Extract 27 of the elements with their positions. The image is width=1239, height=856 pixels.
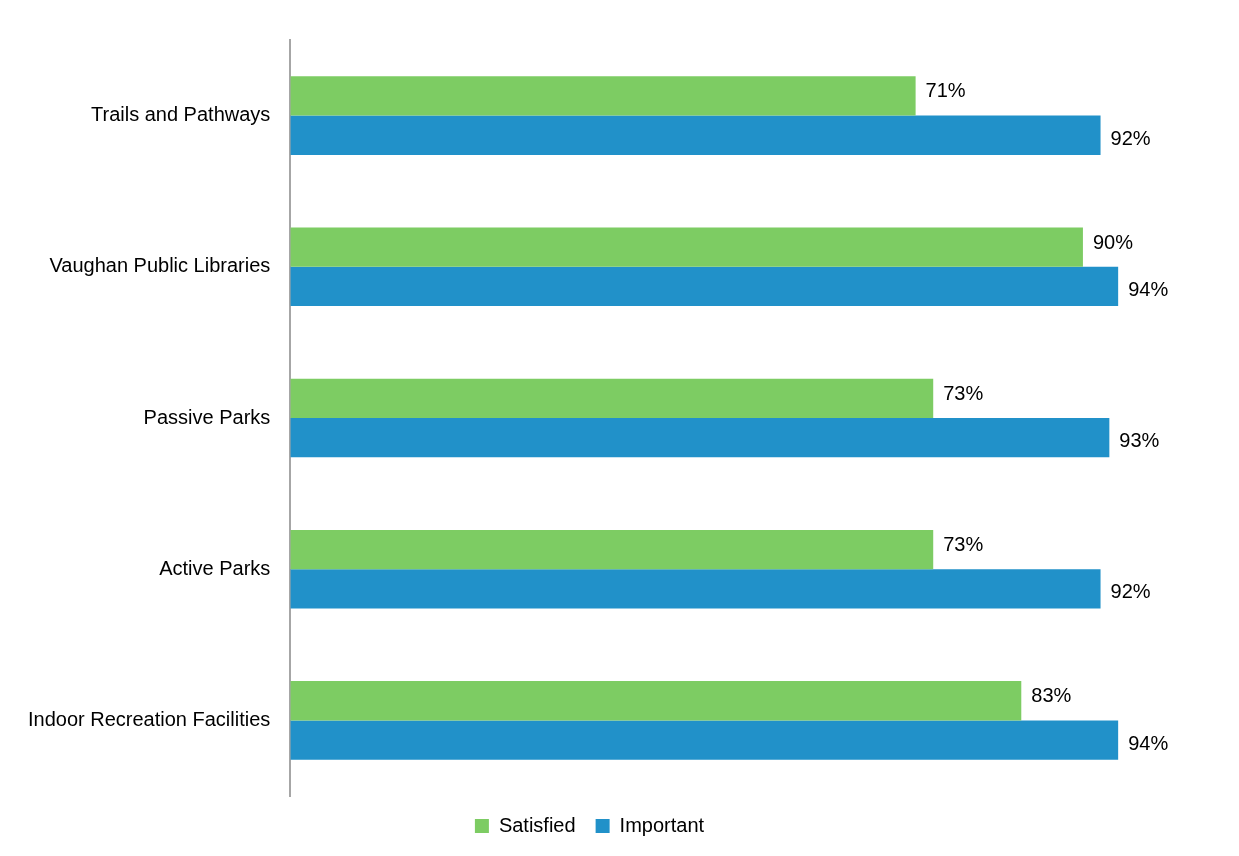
- bar: [290, 720, 1119, 760]
- data-label: 73%: [943, 533, 984, 556]
- bar: [290, 681, 1022, 721]
- data-label: 92%: [1110, 126, 1151, 149]
- data-label: 83%: [1031, 684, 1072, 707]
- data-label: 92%: [1110, 580, 1151, 603]
- bar: [290, 529, 934, 570]
- y-tick-label: Passive Parks: [143, 405, 271, 428]
- data-label: 73%: [943, 381, 984, 404]
- legend-label: Important: [619, 813, 705, 836]
- legend-label: Satisfied: [498, 813, 576, 836]
- bar: [290, 378, 934, 418]
- data-label: 94%: [1128, 277, 1169, 300]
- bar: [290, 418, 1110, 458]
- y-tick-label: Vaughan Public Libraries: [49, 254, 271, 277]
- y-tick-label: Trails and Pathways: [90, 103, 271, 126]
- bar: [290, 115, 1101, 155]
- bar: [290, 569, 1101, 609]
- data-label: 90%: [1092, 230, 1134, 253]
- bar: [290, 76, 916, 116]
- bar: [290, 266, 1119, 307]
- data-label: 93%: [1119, 429, 1160, 452]
- y-tick-label: Indoor Recreation Facilities: [27, 707, 271, 730]
- y-tick-label: Active Parks: [159, 556, 271, 579]
- data-label: 94%: [1128, 731, 1169, 754]
- bar: [290, 227, 1083, 267]
- data-label: 71%: [925, 79, 966, 102]
